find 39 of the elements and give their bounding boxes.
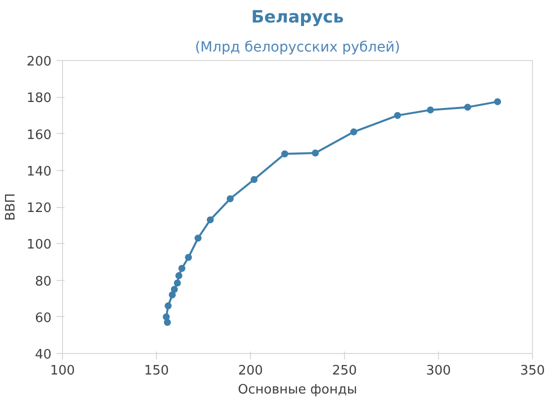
x-axis-title: Основные фонды <box>238 382 358 398</box>
x-tick-label: 150 <box>144 364 169 378</box>
point <box>168 291 176 298</box>
point <box>164 318 171 326</box>
x-tick-label: 300 <box>426 364 451 378</box>
point <box>184 254 192 261</box>
chart-title: Беларусь <box>251 8 344 28</box>
y-tick-label: 40 <box>34 348 52 362</box>
point <box>350 128 358 136</box>
chart-subtitle: (Млрд белорусских рублей) <box>194 40 400 56</box>
point <box>312 149 319 156</box>
y-tick-label: 100 <box>26 238 52 253</box>
point <box>281 150 288 158</box>
x-tick-label: 100 <box>50 364 75 378</box>
x-tick-label: 250 <box>332 364 357 378</box>
y-tick-label: 140 <box>26 164 52 180</box>
y-axis-title: ВВП <box>4 193 19 221</box>
point <box>250 176 258 184</box>
point <box>206 216 214 224</box>
point <box>175 272 182 280</box>
y-tick-label: 80 <box>34 274 52 290</box>
x-tick-label: 350 <box>520 364 545 378</box>
x-tick-label: 200 <box>238 364 263 378</box>
point <box>164 302 172 310</box>
y-tick-label: 180 <box>26 91 52 106</box>
point <box>464 104 472 111</box>
point <box>162 313 170 320</box>
point <box>194 234 202 242</box>
point <box>170 286 178 293</box>
point <box>494 98 502 106</box>
y-tick-label: 200 <box>26 54 52 70</box>
y-tick-label: 160 <box>26 128 52 143</box>
point <box>394 112 402 119</box>
y-tick-label: 60 <box>34 310 52 326</box>
point <box>426 106 434 114</box>
point <box>174 280 181 286</box>
y-tick-label: 120 <box>26 201 52 216</box>
point <box>178 264 186 272</box>
point <box>226 195 234 202</box>
